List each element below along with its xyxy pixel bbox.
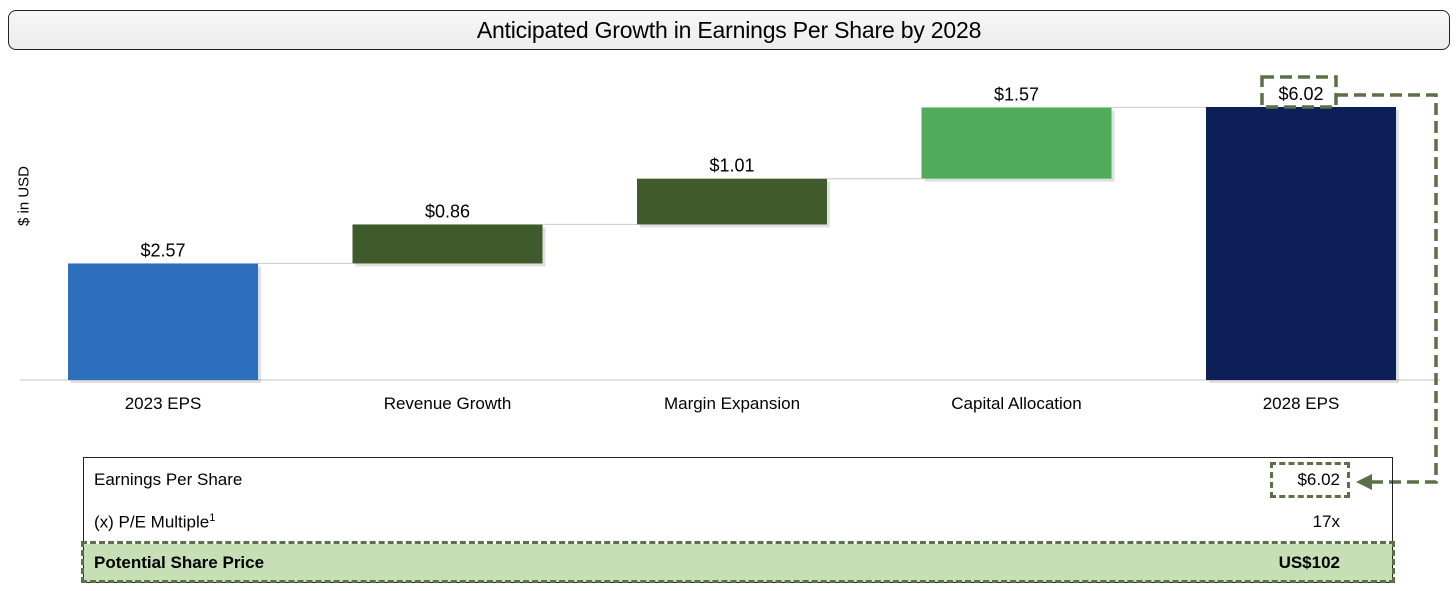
share-price-value: US$102 [1278, 553, 1340, 572]
chart-title: Anticipated Growth in Earnings Per Share… [476, 16, 982, 43]
bar-2028-eps [1206, 107, 1396, 380]
data-label: $0.86 [425, 201, 470, 221]
eps-label: Earnings Per Share [94, 470, 243, 489]
data-label: $2.57 [140, 240, 185, 260]
share-price-label: Potential Share Price [94, 553, 265, 572]
table-row-pe: (x) P/E Multiple1 17x [94, 510, 1340, 534]
category-label: Capital Allocation [951, 394, 1081, 413]
pe-footnote-marker: 1 [209, 511, 216, 524]
pe-value: 17x [1312, 512, 1340, 531]
category-label: 2023 EPS [125, 394, 202, 413]
final-value-dashed-box [1260, 75, 1338, 109]
data-label: $1.57 [994, 84, 1039, 104]
chart-title-box: Anticipated Growth in Earnings Per Share… [8, 10, 1450, 50]
pe-label-wrap: (x) P/E Multiple1 [94, 512, 215, 533]
data-label: $6.02 [1278, 84, 1323, 104]
category-label: Revenue Growth [384, 394, 512, 413]
connector-arrow-head [1356, 474, 1372, 490]
data-label: $1.01 [709, 156, 754, 176]
bar-margin-expansion [637, 178, 827, 225]
bar-revenue-growth [352, 224, 543, 264]
bar-capital-allocation [921, 107, 1112, 179]
table-row-eps: Earnings Per Share $6.02 [94, 468, 1340, 492]
category-label: Margin Expansion [664, 394, 800, 413]
valuation-table: Earnings Per Share $6.02 (x) P/E Multipl… [81, 457, 1395, 583]
table-row-share-price: Potential Share Price US$102 [84, 544, 1392, 582]
pe-label: (x) P/E Multiple [94, 512, 210, 532]
eps-value: $6.02 [1297, 470, 1340, 489]
bar-2023-eps [68, 263, 258, 380]
category-label: 2028 EPS [1263, 394, 1340, 413]
connector-arrow-line [1336, 93, 1438, 484]
